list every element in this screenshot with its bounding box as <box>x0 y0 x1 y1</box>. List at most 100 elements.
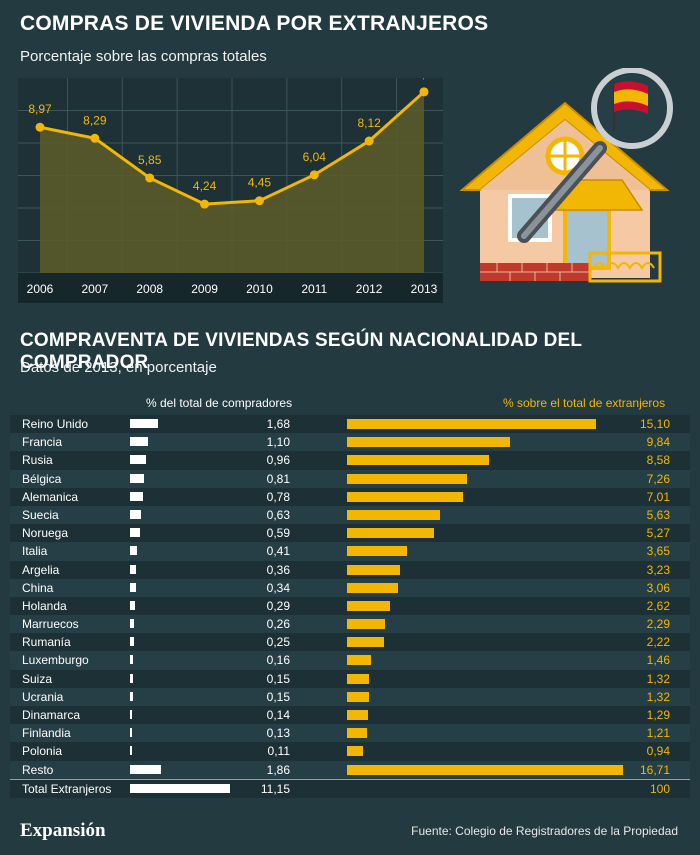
pct-foreign-bar <box>347 491 463 502</box>
pct-total-bar <box>130 419 158 428</box>
column-header-foreign: % sobre el total de extranjeros <box>503 396 666 410</box>
pct-total-value: 0,96 <box>266 453 290 468</box>
chart-title: COMPRAS DE VIVIENDA POR EXTRANJEROS <box>20 12 489 35</box>
pct-total-value: 0,14 <box>266 708 290 722</box>
pct-foreign-bar <box>347 619 385 630</box>
pct-total-bar <box>130 491 143 501</box>
pct-total-value: 0,36 <box>266 562 290 577</box>
pct-total-bar <box>130 473 144 483</box>
pct-foreign-value: 7,26 <box>646 471 670 486</box>
pct-total-bar <box>130 600 135 610</box>
table-row: China 0,34 3,06 <box>10 578 690 597</box>
pct-foreign-bar <box>347 655 372 666</box>
country-name: Resto <box>22 762 54 777</box>
pct-foreign-value: 7,01 <box>646 489 670 504</box>
country-name: Rusia <box>22 453 53 468</box>
country-name: Total Extranjeros <box>22 781 112 796</box>
data-point <box>200 199 210 209</box>
data-label: 4,24 <box>193 179 217 193</box>
pct-foreign-value: 3,65 <box>646 544 670 559</box>
table-row: Marruecos 0,26 2,29 <box>10 615 690 634</box>
country-name: Dinamarca <box>22 708 81 722</box>
brand-logo: Expansión <box>20 820 106 841</box>
country-name: Noruega <box>22 526 69 541</box>
pct-total-value: 1,68 <box>266 417 290 431</box>
pct-foreign-value: 15,10 <box>639 417 670 431</box>
table-row: Francia 1,10 9,84 <box>10 433 690 452</box>
x-tick-label: 2006 <box>27 282 54 296</box>
pct-foreign-value: 1,32 <box>646 689 670 704</box>
pct-foreign-value: 100 <box>649 781 670 796</box>
pct-foreign-bar <box>347 728 367 739</box>
pct-total-bar <box>130 655 133 665</box>
data-point <box>254 196 264 206</box>
table-row: Alemanica 0,78 7,01 <box>10 487 690 506</box>
country-name: Finlandia <box>22 726 71 741</box>
pct-foreign-value: 5,63 <box>646 507 670 522</box>
pct-total-bar <box>130 582 136 592</box>
data-label: 8,29 <box>83 113 107 127</box>
data-point <box>364 136 374 146</box>
table-row: Bélgica 0,81 7,26 <box>10 469 690 488</box>
pct-total-bar <box>130 528 140 538</box>
column-header-total: % del total de compradores <box>146 396 293 410</box>
data-label: 8,12 <box>357 116 381 130</box>
pct-total-value: 11,15 <box>260 781 290 796</box>
pct-foreign-value: 1,32 <box>646 671 670 686</box>
pct-total-value: 1,10 <box>266 435 290 450</box>
x-tick-label: 2010 <box>246 282 273 296</box>
pct-foreign-value: 3,06 <box>646 580 670 595</box>
pct-total-value: 0,81 <box>266 471 290 486</box>
pct-foreign-value: 8,58 <box>646 453 670 468</box>
data-point <box>145 173 155 183</box>
country-name: Francia <box>22 435 63 450</box>
data-point <box>35 122 45 132</box>
pct-foreign-bar <box>347 437 510 448</box>
x-tick-label: 2007 <box>82 282 109 296</box>
x-axis-band <box>18 273 443 303</box>
line-chart: 8,97 2006 8,29 2007 5,85 2008 4,24 2009 4,45 2010… <box>18 78 443 303</box>
pct-foreign-value: 1,46 <box>646 653 670 668</box>
pct-total-bar <box>130 455 146 465</box>
pct-total-value: 0,29 <box>266 598 290 613</box>
pct-total-bar <box>130 437 149 447</box>
x-tick-label: 2013 <box>411 282 438 296</box>
data-label: 5,85 <box>138 153 162 167</box>
x-tick-label: 2008 <box>136 282 163 296</box>
pct-total-value: 1,86 <box>266 762 290 777</box>
data-point <box>90 133 100 143</box>
pct-foreign-bar <box>347 473 467 484</box>
country-name: Bélgica <box>22 471 62 486</box>
pct-foreign-value: 2,62 <box>646 598 670 613</box>
data-label: 8,97 <box>28 102 52 116</box>
pct-foreign-value: 16,71 <box>639 762 670 777</box>
pct-total-value: 0,15 <box>266 671 290 686</box>
pct-total-value: 0,11 <box>267 744 290 759</box>
pct-foreign-value: 1,29 <box>646 708 670 722</box>
country-name: Reino Unido <box>22 417 89 431</box>
pct-foreign-value: 0,94 <box>646 744 670 759</box>
pct-total-bar <box>130 728 133 738</box>
pct-foreign-bar <box>347 746 363 757</box>
pct-total-value: 0,13 <box>266 726 290 741</box>
pct-foreign-value: 2,29 <box>646 617 670 632</box>
pct-total-value: 0,63 <box>266 507 290 522</box>
country-name: Suecia <box>22 507 59 522</box>
spain-flag-icon <box>613 81 648 132</box>
table-row: Resto 1,86 16,71 <box>10 760 690 779</box>
pct-foreign-value: 1,21 <box>646 726 670 741</box>
pct-foreign-bar <box>347 455 489 466</box>
pct-foreign-bar <box>347 673 369 684</box>
pct-foreign-bar <box>347 764 623 775</box>
data-point <box>309 170 319 180</box>
table-row: Rumanía 0,25 2,22 <box>10 633 690 652</box>
chart-subtitle: Porcentaje sobre las compras totales <box>20 48 267 65</box>
nationality-table: Reino Unido 1,68 15,10 Francia 1,10 9,84 Rusia… <box>10 415 690 798</box>
pct-foreign-bar <box>347 582 398 593</box>
pct-foreign-value: 3,23 <box>646 562 670 577</box>
pct-total-value: 0,25 <box>266 635 290 650</box>
country-name: Holanda <box>22 598 67 613</box>
table-row: Noruega 0,59 5,27 <box>10 524 690 543</box>
pct-total-value: 0,41 <box>266 544 290 559</box>
pct-total-bar <box>130 691 133 701</box>
